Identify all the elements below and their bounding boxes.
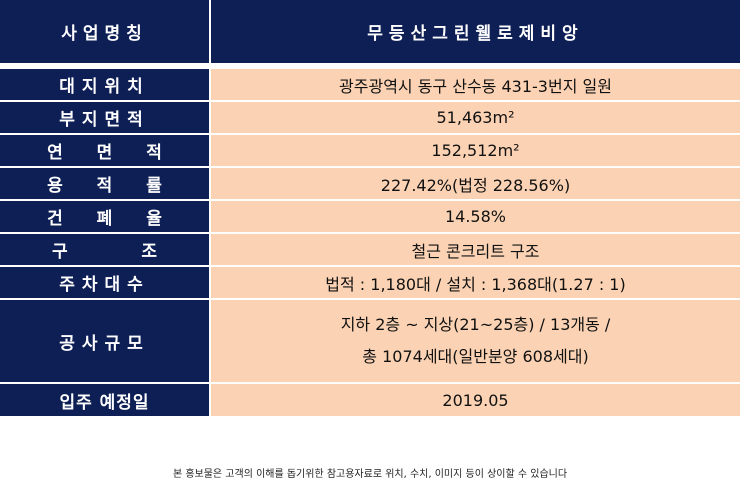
value-site-location: 광주광역시 동구 산수동 431-3번지 일원 [211, 69, 740, 102]
value-site-area: 51,463m² [211, 102, 740, 135]
row-floor-area-ratio: 용 적 률 227.42%(법정 228.56%) [0, 168, 740, 201]
label-gross-floor-area: 연 면 적 [0, 135, 211, 168]
value-parking: 법적 : 1,180대 / 설치 : 1,368대(1.27 : 1) [211, 267, 740, 300]
label-site-area: 부지면적 [0, 102, 211, 135]
row-site-location: 대지위치 광주광역시 동구 산수동 431-3번지 일원 [0, 69, 740, 102]
header-label: 사업명칭 [0, 0, 211, 69]
value-construction-scale: 지하 2층 ~ 지상(21~25층) / 13개동 / 총 1074세대(일반분… [211, 300, 740, 384]
header-project-name: 무등산그린웰로제비앙 [211, 0, 740, 69]
label-building-coverage: 건 폐 율 [0, 201, 211, 234]
value-construction-scale-line2: 총 1074세대(일반분양 608세대) [362, 347, 589, 366]
row-gross-floor-area: 연 면 적 152,512m² [0, 135, 740, 168]
label-floor-area-ratio: 용 적 률 [0, 168, 211, 201]
row-parking: 주차대수 법적 : 1,180대 / 설치 : 1,368대(1.27 : 1) [0, 267, 740, 300]
value-floor-area-ratio: 227.42%(법정 228.56%) [211, 168, 740, 201]
table-header-row: 사업명칭 무등산그린웰로제비앙 [0, 0, 740, 69]
label-move-in-date: 입주 예정일 [0, 384, 211, 416]
row-construction-scale: 공사규모 지하 2층 ~ 지상(21~25층) / 13개동 / 총 1074세… [0, 300, 740, 384]
label-structure: 구 조 [0, 234, 211, 267]
disclaimer-footnote: 본 홍보물은 고객의 이해를 돕기위한 참고용자료로 위치, 수치, 이미지 등… [172, 469, 568, 480]
value-building-coverage: 14.58% [211, 201, 740, 234]
value-construction-scale-line1: 지하 2층 ~ 지상(21~25층) / 13개동 / [340, 315, 611, 334]
row-move-in-date: 입주 예정일 2019.05 [0, 384, 740, 416]
label-construction-scale: 공사규모 [0, 300, 211, 384]
label-parking: 주차대수 [0, 267, 211, 300]
value-gross-floor-area: 152,512m² [211, 135, 740, 168]
value-structure: 철근 콘크리트 구조 [211, 234, 740, 267]
row-site-area: 부지면적 51,463m² [0, 102, 740, 135]
row-structure: 구 조 철근 콘크리트 구조 [0, 234, 740, 267]
label-site-location: 대지위치 [0, 69, 211, 102]
project-info-table: 사업명칭 무등산그린웰로제비앙 대지위치 광주광역시 동구 산수동 431-3번… [0, 0, 740, 416]
row-building-coverage: 건 폐 율 14.58% [0, 201, 740, 234]
value-move-in-date: 2019.05 [211, 384, 740, 416]
